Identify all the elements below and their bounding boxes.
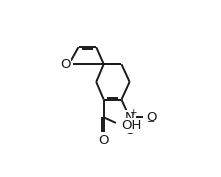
Text: O: O (147, 111, 157, 124)
Text: O: O (60, 58, 70, 71)
Text: O: O (124, 124, 135, 137)
Text: OH: OH (121, 119, 141, 132)
Text: −: − (147, 117, 155, 127)
Text: O: O (99, 134, 109, 147)
Text: +: + (129, 108, 137, 117)
Text: N: N (125, 111, 135, 124)
